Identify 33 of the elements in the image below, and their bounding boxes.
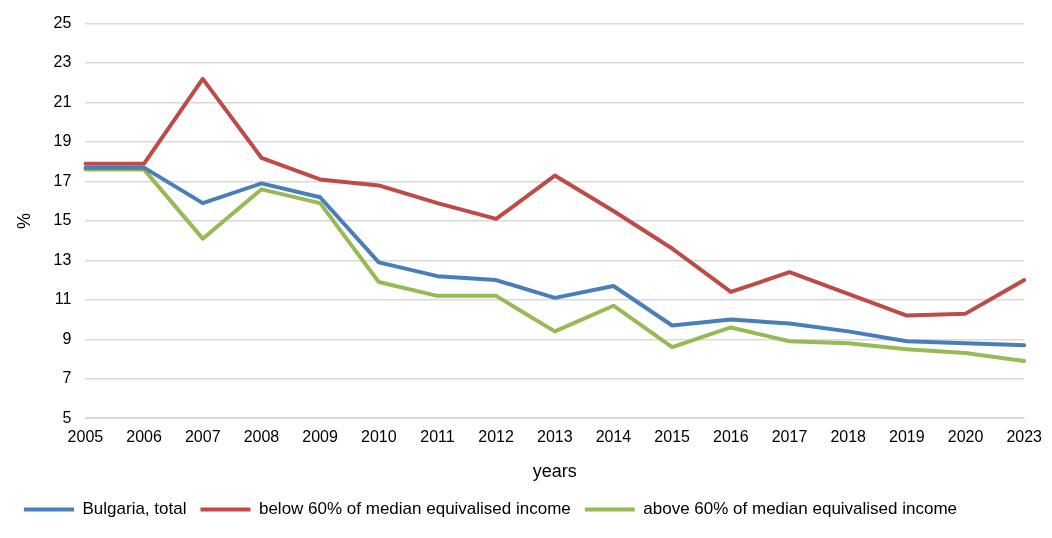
x-tick-label: 2007: [184, 428, 221, 446]
x-tick-label: 2011: [420, 428, 455, 446]
y-tick-label: 19: [53, 132, 72, 150]
x-tick-label: 2016: [713, 428, 749, 446]
x-tick-label: 2013: [537, 428, 573, 446]
x-tick-label: 2006: [126, 428, 162, 446]
x-tick-label: 2010: [360, 428, 397, 446]
x-tick-label: 2015: [654, 428, 691, 446]
x-tick-label: 2012: [478, 428, 515, 446]
x-axis-title: years: [532, 461, 577, 482]
legend-label: Bulgaria, total: [82, 499, 187, 519]
y-tick-label: 9: [62, 329, 72, 347]
y-tick-label: 17: [53, 171, 72, 189]
x-tick-label: 2023: [1006, 428, 1043, 446]
legend-label: above 60% of median equivalised income: [643, 499, 958, 519]
x-tick-label: 2005: [67, 428, 104, 446]
x-tick-label: 2014: [595, 428, 632, 446]
y-tick-label: 7: [62, 369, 72, 387]
x-tick-label: 2009: [302, 428, 338, 446]
x-tick-label: 2017: [771, 428, 808, 446]
y-tick-label: 13: [53, 250, 72, 268]
x-tick-label: 2020: [947, 428, 984, 446]
y-tick-label: 15: [53, 211, 72, 229]
y-tick-label: 5: [62, 408, 72, 426]
y-tick-label: 23: [53, 53, 72, 71]
y-axis-title: %: [13, 212, 34, 229]
x-tick-label: 2018: [830, 428, 867, 446]
y-tick-label: 21: [53, 92, 72, 110]
x-tick-label: 2019: [889, 428, 925, 446]
y-tick-label: 25: [53, 14, 72, 32]
y-tick-label: 11: [54, 290, 72, 308]
x-tick-label: 2008: [243, 428, 280, 446]
legend-label: below 60% of median equivalised income: [258, 499, 571, 519]
